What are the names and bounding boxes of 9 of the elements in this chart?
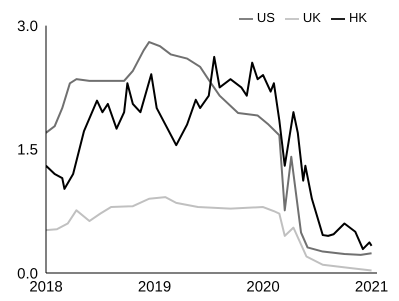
y-tick-label: 1.5	[17, 142, 38, 159]
x-tick-label: 2021	[354, 278, 388, 296]
line-series	[46, 196, 373, 272]
y-tick-label: 3.0	[17, 18, 38, 35]
legend-label: US	[256, 10, 275, 25]
legend-label: UK	[302, 10, 321, 25]
x-tick-label: 2019	[138, 278, 172, 296]
legend-label: HK	[348, 10, 367, 25]
x-tick-label: 2020	[246, 278, 280, 296]
